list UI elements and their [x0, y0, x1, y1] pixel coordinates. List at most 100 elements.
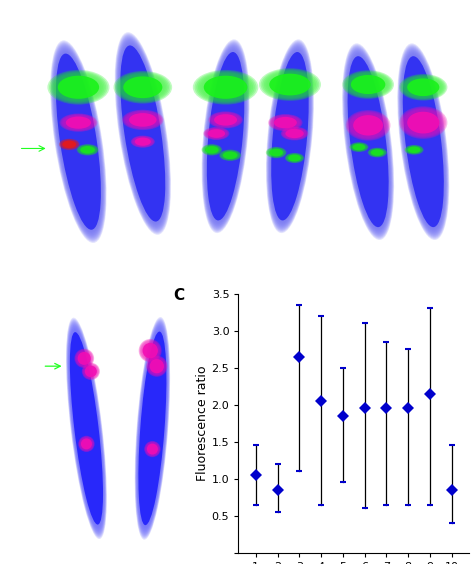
Ellipse shape [368, 148, 387, 157]
Ellipse shape [353, 144, 365, 151]
Ellipse shape [399, 47, 447, 236]
Ellipse shape [149, 358, 164, 374]
Ellipse shape [202, 145, 221, 155]
Ellipse shape [202, 144, 221, 155]
Ellipse shape [70, 332, 103, 525]
Ellipse shape [268, 43, 312, 229]
Ellipse shape [63, 140, 76, 148]
Ellipse shape [371, 149, 384, 156]
Ellipse shape [47, 70, 109, 104]
Ellipse shape [284, 129, 305, 139]
Ellipse shape [212, 113, 239, 127]
Text: b: b [258, 17, 266, 30]
Ellipse shape [200, 74, 251, 101]
Ellipse shape [131, 135, 155, 148]
Ellipse shape [351, 143, 366, 151]
Ellipse shape [273, 116, 298, 129]
Ellipse shape [204, 146, 220, 155]
Ellipse shape [407, 146, 421, 153]
Ellipse shape [350, 143, 368, 152]
Ellipse shape [403, 56, 444, 227]
Ellipse shape [61, 139, 78, 149]
Ellipse shape [145, 442, 160, 457]
Ellipse shape [407, 112, 439, 134]
Ellipse shape [148, 357, 166, 375]
Ellipse shape [82, 363, 100, 380]
Ellipse shape [408, 147, 420, 153]
Ellipse shape [140, 340, 161, 361]
Ellipse shape [207, 52, 244, 221]
Text: C: C [174, 288, 185, 303]
Ellipse shape [405, 145, 423, 155]
Ellipse shape [213, 113, 238, 126]
Ellipse shape [141, 341, 159, 360]
Ellipse shape [150, 359, 164, 373]
Ellipse shape [201, 144, 222, 156]
Ellipse shape [397, 43, 449, 240]
Ellipse shape [123, 110, 163, 130]
Ellipse shape [124, 111, 161, 129]
Ellipse shape [399, 106, 447, 139]
Ellipse shape [137, 324, 168, 532]
Ellipse shape [51, 41, 106, 242]
Ellipse shape [66, 318, 107, 539]
Ellipse shape [269, 149, 283, 156]
Ellipse shape [74, 349, 94, 368]
Ellipse shape [222, 151, 238, 160]
Ellipse shape [117, 73, 169, 102]
Ellipse shape [268, 45, 312, 228]
Ellipse shape [286, 154, 303, 162]
Ellipse shape [116, 34, 170, 232]
Ellipse shape [115, 32, 171, 235]
Ellipse shape [115, 72, 171, 103]
Ellipse shape [53, 47, 104, 236]
Ellipse shape [122, 110, 164, 130]
Ellipse shape [348, 112, 388, 139]
Ellipse shape [352, 143, 366, 151]
Ellipse shape [58, 76, 99, 99]
Ellipse shape [139, 340, 161, 362]
Text: A: A [17, 19, 28, 34]
Ellipse shape [204, 76, 247, 99]
Ellipse shape [55, 74, 101, 100]
Ellipse shape [147, 444, 158, 455]
Ellipse shape [59, 113, 98, 132]
Ellipse shape [60, 139, 79, 149]
Ellipse shape [401, 107, 446, 138]
Ellipse shape [204, 146, 219, 154]
Ellipse shape [203, 43, 248, 229]
Ellipse shape [64, 116, 93, 130]
Ellipse shape [404, 145, 424, 155]
Ellipse shape [281, 126, 309, 140]
Ellipse shape [61, 140, 77, 149]
Ellipse shape [269, 148, 284, 157]
Ellipse shape [348, 73, 389, 96]
Text: c: c [388, 17, 394, 30]
Ellipse shape [352, 114, 384, 136]
Ellipse shape [268, 148, 284, 157]
Ellipse shape [370, 149, 384, 156]
Ellipse shape [398, 46, 448, 238]
Ellipse shape [145, 442, 160, 456]
Ellipse shape [342, 43, 394, 240]
Ellipse shape [133, 137, 152, 147]
Ellipse shape [266, 147, 286, 158]
Ellipse shape [403, 76, 444, 98]
Ellipse shape [274, 117, 297, 129]
Ellipse shape [78, 436, 95, 452]
Ellipse shape [78, 145, 98, 155]
Ellipse shape [127, 112, 159, 128]
Ellipse shape [80, 146, 95, 153]
Ellipse shape [271, 116, 300, 130]
Ellipse shape [401, 51, 446, 232]
Ellipse shape [264, 71, 316, 98]
Ellipse shape [347, 111, 389, 140]
Ellipse shape [285, 153, 304, 163]
Ellipse shape [344, 46, 393, 237]
Ellipse shape [120, 74, 166, 100]
Ellipse shape [77, 144, 99, 156]
Ellipse shape [148, 358, 165, 374]
Ellipse shape [287, 154, 301, 162]
Ellipse shape [123, 76, 163, 98]
Ellipse shape [76, 351, 92, 366]
